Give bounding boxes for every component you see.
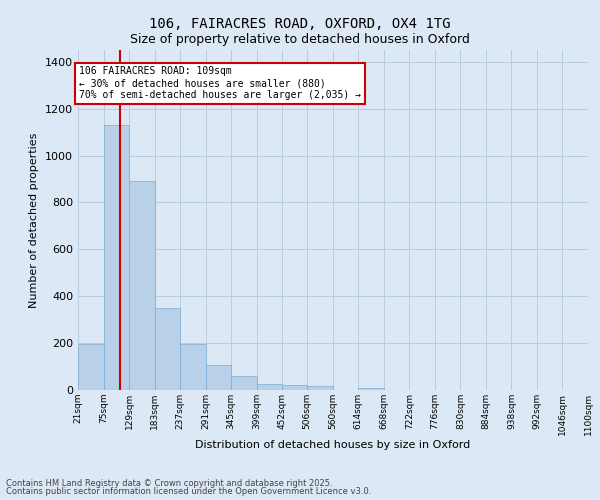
Bar [358, 388, 384, 390]
Y-axis label: Number of detached properties: Number of detached properties [29, 132, 40, 308]
Bar [78, 344, 104, 390]
Bar [180, 344, 206, 390]
Bar [282, 385, 307, 390]
Bar [155, 308, 180, 390]
Bar [257, 384, 282, 390]
Text: Size of property relative to detached houses in Oxford: Size of property relative to detached ho… [130, 32, 470, 46]
Text: Contains public sector information licensed under the Open Government Licence v3: Contains public sector information licen… [6, 487, 371, 496]
Bar [129, 182, 155, 390]
Text: 106 FAIRACRES ROAD: 109sqm
← 30% of detached houses are smaller (880)
70% of sem: 106 FAIRACRES ROAD: 109sqm ← 30% of deta… [79, 66, 361, 100]
X-axis label: Distribution of detached houses by size in Oxford: Distribution of detached houses by size … [196, 440, 470, 450]
Text: Contains HM Land Registry data © Crown copyright and database right 2025.: Contains HM Land Registry data © Crown c… [6, 478, 332, 488]
Bar [206, 366, 231, 390]
Bar [231, 376, 257, 390]
Bar [307, 386, 333, 390]
Bar [104, 125, 129, 390]
Text: 106, FAIRACRES ROAD, OXFORD, OX4 1TG: 106, FAIRACRES ROAD, OXFORD, OX4 1TG [149, 18, 451, 32]
